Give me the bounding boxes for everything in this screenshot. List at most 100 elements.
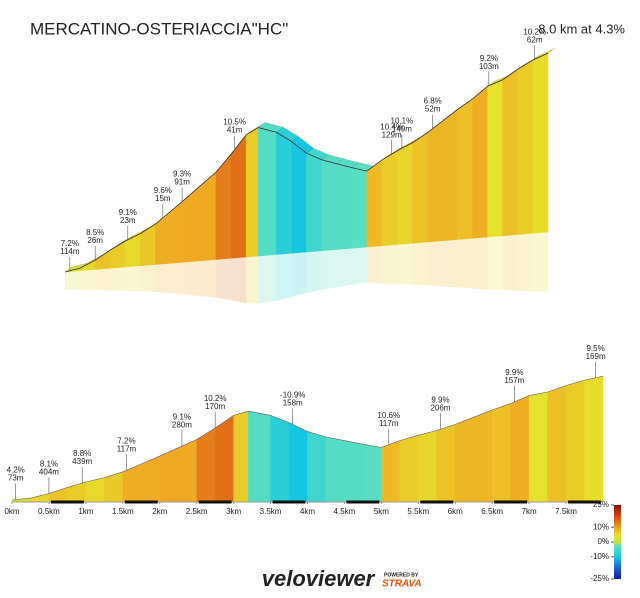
logo: veloviewer	[262, 566, 376, 591]
annotation-grade: 8.1%	[40, 460, 58, 469]
reflection	[487, 235, 503, 290]
segment-area	[362, 443, 382, 503]
annotation-grade: -10.9%	[280, 391, 305, 400]
legend-label: 25%	[593, 500, 609, 509]
annotation-length: 158m	[283, 399, 303, 408]
segment-face	[170, 198, 186, 264]
annotation-grade: 9.9%	[431, 395, 449, 404]
segment-area	[122, 463, 142, 503]
reflection	[336, 248, 352, 288]
segment-area	[455, 416, 474, 503]
segment-area	[178, 439, 197, 503]
reflection	[65, 270, 81, 290]
segment-face	[381, 150, 398, 247]
annotation-grade: 8.5%	[86, 228, 104, 237]
segment-area	[159, 447, 179, 503]
segment-area	[307, 431, 327, 503]
segment-face	[457, 98, 473, 240]
segment-face	[230, 134, 247, 259]
segment-face	[245, 127, 259, 258]
reflection	[457, 238, 473, 289]
annotation-length: 26m	[87, 236, 103, 245]
reflection	[397, 243, 413, 285]
annotation-grade: 9.1%	[173, 412, 191, 421]
annotation-length: 129m	[382, 130, 402, 139]
segment-face	[94, 249, 111, 270]
annotation-length: 439m	[72, 457, 92, 466]
segment-face	[442, 108, 458, 242]
legend-label: -10%	[590, 552, 609, 561]
segment-area	[547, 385, 567, 503]
x-tick-label: 1.5km	[112, 507, 134, 516]
annotation-length: 157m	[504, 376, 524, 385]
annotation-grade: 7.2%	[61, 239, 79, 248]
annotation-length: 15m	[155, 194, 171, 203]
profile-edge	[11, 375, 604, 501]
annotation-grade: 9.9%	[505, 368, 523, 377]
x-tick-label: 2km	[152, 507, 167, 516]
segment-area	[473, 409, 493, 503]
segment-area	[104, 471, 124, 503]
annotation-length: 73m	[8, 474, 24, 483]
segment-face	[306, 152, 322, 253]
annotation-grade: 6.8%	[424, 97, 442, 106]
reflection	[125, 265, 141, 292]
segment-area	[325, 436, 345, 503]
segment-area	[288, 422, 308, 503]
annotation-grade: 9.5%	[586, 344, 604, 353]
segment-face	[532, 52, 549, 234]
x-tick-label: 7km	[522, 507, 537, 516]
annotation-grade: 9.2%	[480, 54, 498, 63]
reflection	[442, 239, 458, 288]
segment-face	[411, 132, 428, 244]
annotation-length: 170m	[205, 402, 225, 411]
annotation-length: 41m	[227, 126, 243, 135]
annotation-length: 23m	[120, 216, 136, 225]
annotation-length: 169m	[586, 352, 606, 361]
segment-face	[200, 171, 217, 262]
segment-area	[491, 403, 511, 503]
segment-area	[528, 391, 548, 503]
segment-face	[321, 159, 337, 252]
segment-area	[399, 434, 419, 503]
segment-area	[510, 395, 530, 503]
segment-face	[502, 68, 519, 237]
reflection	[215, 258, 232, 301]
x-tick-label: 3km	[226, 507, 241, 516]
reflection	[351, 247, 367, 285]
x-tick-label: 0km	[4, 507, 19, 516]
annotation-grade: 9.3%	[173, 170, 191, 179]
segment-face	[351, 167, 368, 249]
reflection	[427, 240, 443, 287]
segment-face	[487, 79, 503, 238]
annotation-length: 280m	[172, 420, 192, 429]
strava: STRAVA	[382, 579, 422, 590]
segment-face	[257, 127, 277, 257]
annotation-length: 91m	[174, 178, 190, 187]
powered-by: POWERED BY	[384, 572, 419, 578]
x-tick-label: 7.5km	[555, 507, 577, 516]
annotation-grade: 7.2%	[117, 436, 135, 445]
segment-area	[418, 430, 437, 503]
segment-face	[396, 142, 413, 245]
annotation-length: 149m	[392, 124, 412, 133]
x-tick-label: 0.5km	[38, 507, 60, 516]
segment-area	[436, 424, 456, 503]
reflection	[381, 244, 398, 285]
annotation-length: 206m	[430, 403, 450, 412]
annotation-length: 114m	[60, 247, 80, 256]
segment-area	[48, 487, 68, 503]
segment-face	[155, 210, 171, 265]
reflection	[246, 256, 259, 304]
annotation-grade: 10.5%	[223, 118, 246, 127]
x-tick-label: 4km	[300, 507, 315, 516]
reflection	[155, 263, 171, 294]
annotation-length: 117m	[379, 419, 399, 428]
x-tick-label: 2.5km	[186, 507, 208, 516]
legend-label: 10%	[593, 522, 609, 531]
annotation-grade: 10.6%	[377, 411, 400, 420]
reflection	[532, 232, 548, 292]
legend-label: 0%	[597, 537, 609, 546]
annotation-grade: 9.1%	[119, 208, 137, 217]
